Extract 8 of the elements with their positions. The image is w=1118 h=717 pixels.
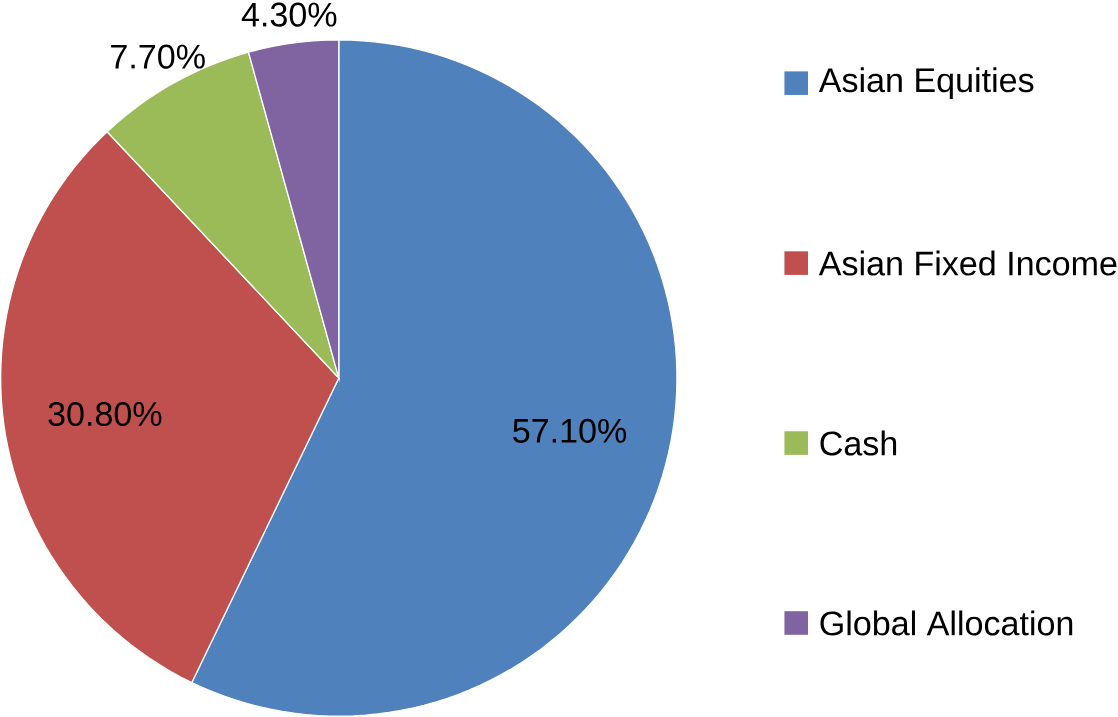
data-label: 7.70% — [111, 44, 205, 69]
legend-label: Asian Fixed Income — [818, 250, 1117, 276]
data-label: 30.80% — [48, 402, 162, 427]
data-label: 4.30% — [241, 2, 337, 27]
data-label: 57.10% — [513, 418, 627, 443]
legend-label: Asian Equities — [818, 67, 1034, 100]
legend-label: Cash — [820, 430, 897, 456]
legend-label: Global Allocation — [820, 610, 1073, 636]
